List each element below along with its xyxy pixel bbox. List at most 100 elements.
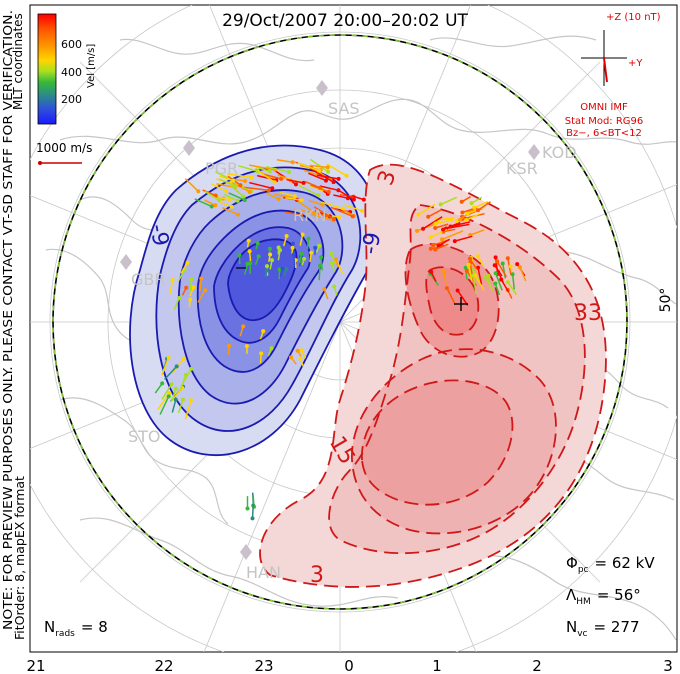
velocity-vector-origin <box>493 255 498 260</box>
velocity-vector-origin <box>433 247 438 252</box>
velocity-vector-origin <box>416 212 421 217</box>
velocity-vector-origin <box>188 297 193 302</box>
velocity-vector-origin <box>428 235 433 240</box>
velocity-vector <box>494 273 503 291</box>
velocity-vector <box>180 262 189 274</box>
velocity-vector-origin <box>276 197 281 201</box>
velocity-vector-origin <box>166 355 171 360</box>
velocity-vector <box>243 186 269 192</box>
velocity-vector <box>465 213 480 221</box>
station-label-kod: KOD <box>542 143 577 162</box>
velocity-vector-origin <box>249 175 254 180</box>
station-label-rkn: RKN <box>293 206 327 225</box>
station-label-ksr: KSR <box>506 159 538 178</box>
velocity-vector-origin <box>268 169 273 174</box>
velocity-vector <box>194 198 213 208</box>
velocity-vector <box>440 196 458 206</box>
velocity-vector <box>177 269 186 281</box>
velocity-vector-origin <box>318 263 322 268</box>
velocity-vector-origin <box>245 506 250 511</box>
velocity-vector-origin <box>476 208 480 213</box>
velocity-vector-origin <box>495 259 500 264</box>
velocity-vector <box>169 279 174 294</box>
mlt-tick: 22 <box>154 657 173 674</box>
velocity-vector-origin <box>493 271 498 276</box>
velocity-vector <box>496 261 508 278</box>
velocity-vector-origin <box>166 394 171 399</box>
velocity-vector-origin <box>209 204 214 209</box>
velocity-vector <box>454 235 473 242</box>
hmb-latitude: ΛHM = 56° <box>566 586 641 607</box>
velocity-vector-origin <box>184 285 189 290</box>
velocity-vector-origin <box>246 238 251 243</box>
velocity-vector-origin <box>440 237 445 242</box>
velocity-vector <box>472 275 477 294</box>
velocity-vector-origin <box>493 281 498 286</box>
velocity-vector-origin <box>309 250 314 255</box>
imf-bz-condition: Bz−, 6<BT<12 <box>566 128 642 139</box>
colorbar-label: Vel [m/s] <box>86 44 97 88</box>
velocity-vector <box>251 504 255 519</box>
velocity-vector-origin <box>317 168 322 173</box>
velocity-vector-origin <box>291 252 296 257</box>
velocity-vector-origin <box>261 329 266 334</box>
velocity-vector-origin <box>313 245 318 250</box>
velocity-vector-origin <box>237 253 242 257</box>
velocity-vector <box>310 184 330 193</box>
velocity-vector-origin <box>279 176 284 181</box>
velocity-vector <box>319 185 339 192</box>
radar-count: Nrads = 8 <box>44 618 108 639</box>
velocity-vector <box>285 197 302 202</box>
preview-note: NOTE: FOR PREVIEW PURPOSES ONLY. PLEASE … <box>0 10 15 630</box>
velocity-vector-origin <box>250 516 255 521</box>
velocity-vector-origin <box>426 214 431 219</box>
velocity-vector-origin <box>291 241 295 246</box>
velocity-vector-origin <box>465 211 470 216</box>
latitude-label: 50° <box>658 288 674 313</box>
velocity-vector-origin <box>287 170 291 174</box>
velocity-vector <box>309 164 328 169</box>
contour-label: -9 <box>358 230 386 256</box>
velocity-vector-origin <box>242 198 247 203</box>
velocity-vector-origin <box>181 397 185 402</box>
velocity-vector <box>228 192 246 201</box>
velocity-vector-origin <box>464 218 469 223</box>
map-title: 29/Oct/2007 20:00–20:02 UT <box>222 11 468 31</box>
velocity-vector-origin <box>290 160 295 165</box>
velocity-vector-origin <box>231 178 236 183</box>
velocity-vector-origin <box>224 188 228 193</box>
velocity-vector-origin <box>317 243 322 248</box>
velocity-vector-origin <box>319 255 323 260</box>
velocity-vector-origin <box>441 227 446 232</box>
reference-vector: 1000 m/s <box>36 141 92 165</box>
velocity-vector <box>456 290 469 306</box>
velocity-vector-origin <box>189 277 194 282</box>
velocity-vector-origin <box>468 256 472 261</box>
velocity-vector-origin <box>505 256 510 261</box>
velocity-vector-origin <box>269 346 274 351</box>
station-label-han: HAN <box>246 563 281 582</box>
velocity-vector-origin <box>515 262 520 267</box>
velocity-vector-origin <box>442 269 446 274</box>
mlt-tick: 23 <box>254 657 273 674</box>
velocity-vector-origin <box>203 288 208 293</box>
velocity-vector-origin <box>265 264 269 269</box>
contour-label: -9 <box>144 222 172 248</box>
velocity-vector <box>285 211 302 216</box>
velocity-vector-origin <box>270 258 274 263</box>
velocity-vector <box>519 267 527 282</box>
velocity-vector <box>422 216 443 230</box>
velocity-vector-origin <box>476 254 480 259</box>
velocity-vector <box>173 297 180 310</box>
velocity-vector <box>266 165 290 173</box>
velocity-vector-origin <box>473 273 478 278</box>
velocity-vector-origin <box>284 234 289 238</box>
velocity-vector-origin <box>428 246 433 251</box>
velocity-vector <box>276 158 293 164</box>
velocity-vector <box>441 230 464 241</box>
imf-source: OMNI IMF <box>580 102 628 113</box>
velocity-vector-origin <box>334 257 339 262</box>
reference-vector-label: 1000 m/s <box>36 141 92 155</box>
velocity-vector-origin <box>177 296 182 300</box>
